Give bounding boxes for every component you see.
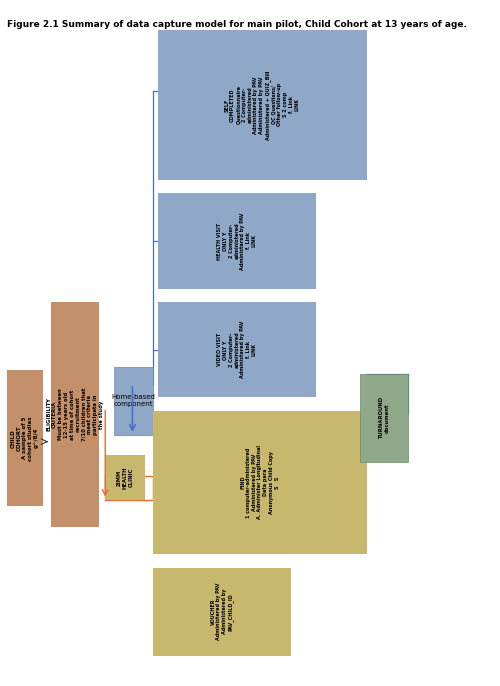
- Text: ZIMM
HEALTH
CLINIC: ZIMM HEALTH CLINIC: [117, 466, 134, 488]
- FancyBboxPatch shape: [158, 193, 316, 289]
- Text: VOUCHER
Administered by PAV
Administered by
PAV_CHILD_ID: VOUCHER Administered by PAV Administered…: [210, 583, 234, 641]
- Text: Figure 2.1 Summary of data capture model for main pilot, Child Cohort at 13 year: Figure 2.1 Summary of data capture model…: [7, 20, 467, 29]
- Text: TURNAROUND
document: TURNAROUND document: [379, 397, 390, 439]
- FancyBboxPatch shape: [154, 411, 366, 554]
- Text: ELIGIBILITY
CRITERIA
Must be between
12-15 years old
at time of cohort
recruitme: ELIGIBILITY CRITERIA Must be between 12-…: [46, 388, 104, 441]
- Text: HEALTH VISIT
ONLY Y
2 Computer-
administered
Administered by PAV
f. Link
LINK: HEALTH VISIT ONLY Y 2 Computer- administ…: [217, 212, 257, 270]
- FancyBboxPatch shape: [105, 456, 145, 499]
- Text: FIND
1 computer-administered
Administered by PAV
A. Administer Longitudinal
Data: FIND 1 computer-administered Administere…: [240, 445, 280, 519]
- FancyBboxPatch shape: [360, 374, 408, 462]
- Text: VIDEO VISIT
ONLY Y
2 Computer-
administered
Administered by PAV
f. Link
LINK: VIDEO VISIT ONLY Y 2 Computer- administe…: [217, 321, 257, 379]
- Text: CHILD
COHORT
A sample of 5
cohort studies
g^/8/4: CHILD COHORT A sample of 5 cohort studie…: [10, 416, 39, 460]
- FancyBboxPatch shape: [7, 370, 43, 506]
- FancyBboxPatch shape: [154, 567, 292, 656]
- Text: SELF
COMPLETED
Questionnaire
2 Computer-
administered
Administered by PAV
Admini: SELF COMPLETED Questionnaire 2 Computer-…: [224, 70, 300, 139]
- FancyBboxPatch shape: [158, 302, 316, 397]
- FancyBboxPatch shape: [158, 30, 366, 180]
- FancyBboxPatch shape: [114, 367, 154, 435]
- FancyBboxPatch shape: [51, 302, 99, 527]
- Text: Home-based
component: Home-based component: [112, 394, 156, 407]
